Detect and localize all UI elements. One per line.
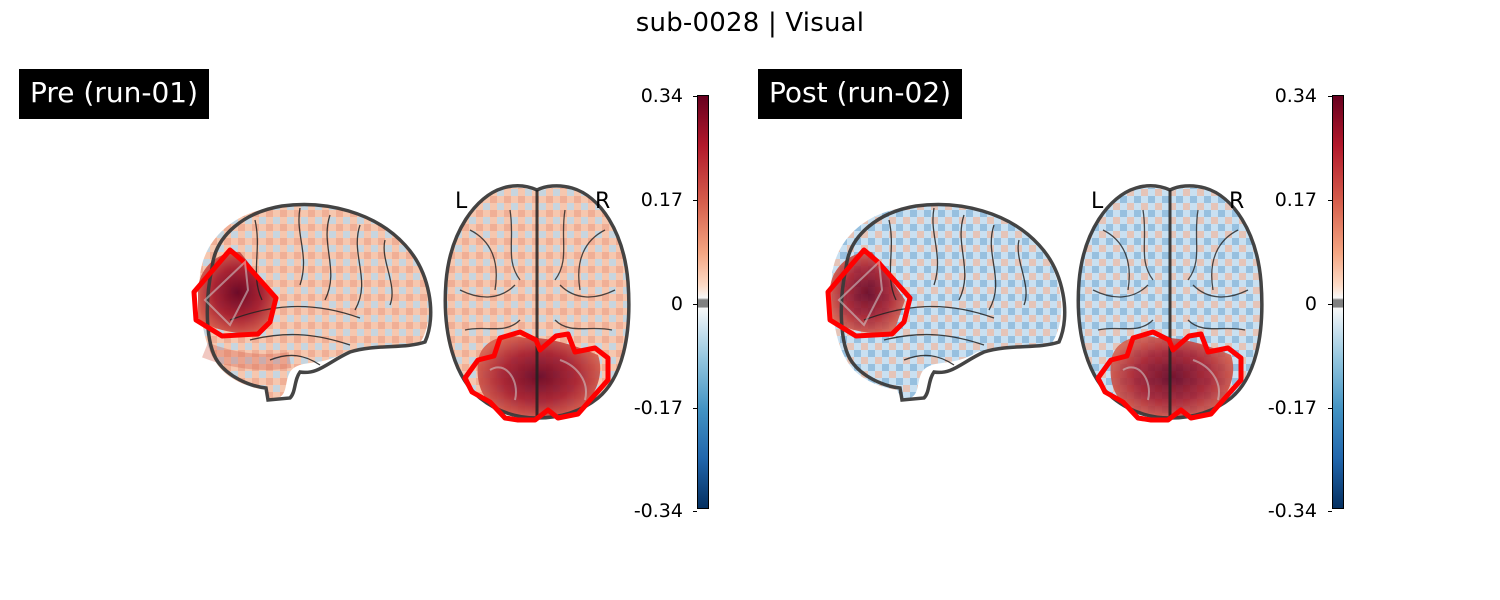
pre-colorbar (697, 95, 709, 509)
pre-axial-brain-outline (443, 184, 631, 420)
post-colorbar-tick-half: 0.17 (1274, 189, 1317, 211)
pre-sagittal-view (191, 202, 433, 402)
pre-colorbar-tick-neg-half: -0.17 (633, 397, 683, 419)
pre-right-marker: R (595, 189, 611, 214)
pre-colorbar-tickmark (693, 96, 697, 97)
pre-left-marker: L (455, 189, 468, 214)
pre-colorbar-tickmark (693, 200, 697, 201)
pre-sagittal-brain-outline (205, 202, 433, 402)
post-sagittal-brain-fill (831, 204, 1062, 400)
post-colorbar-tickmark (1328, 304, 1332, 305)
pre-axial-view (443, 184, 631, 423)
post-colorbar-tickmark (1328, 200, 1332, 201)
pre-colorbar-tickmark (693, 511, 697, 512)
panel-label-post: Post (run-02) (758, 69, 963, 119)
post-axial-view (1076, 184, 1264, 423)
post-colorbar-tickmark (1328, 408, 1332, 409)
post-axial-roi-outline (1095, 329, 1244, 423)
pre-colorbar-tick-min: -0.34 (633, 500, 683, 522)
post-colorbar-tick-min: -0.34 (1267, 500, 1317, 522)
pre-axial-roi-outline (462, 329, 611, 423)
post-right-marker: R (1229, 189, 1245, 214)
post-axial-brain-outline (1076, 184, 1264, 420)
pre-colorbar-tick-half: 0.17 (640, 189, 683, 211)
pre-sagittal-roi-outline (191, 247, 279, 339)
post-colorbar-tick-zero: 0 (1304, 293, 1317, 315)
panel-label-pre: Pre (run-01) (19, 69, 209, 119)
post-colorbar-tick-neg-half: -0.17 (1267, 397, 1317, 419)
post-colorbar (1332, 95, 1344, 509)
post-colorbar-tick-max: 0.34 (1274, 85, 1317, 107)
post-sagittal-roi-outline (825, 247, 913, 339)
post-sagittal-view (825, 202, 1067, 402)
post-colorbar-tickmark (1328, 96, 1332, 97)
pre-colorbar-tick-zero: 0 (670, 293, 683, 315)
pre-colorbar-tick-max: 0.34 (640, 85, 683, 107)
post-colorbar-tickmark (1328, 511, 1332, 512)
post-sagittal-brain-outline (839, 202, 1067, 402)
figure-title: sub-0028 | Visual (635, 8, 865, 38)
pre-colorbar-tickmark (693, 408, 697, 409)
pre-colorbar-tickmark (693, 304, 697, 305)
post-left-marker: L (1091, 189, 1104, 214)
